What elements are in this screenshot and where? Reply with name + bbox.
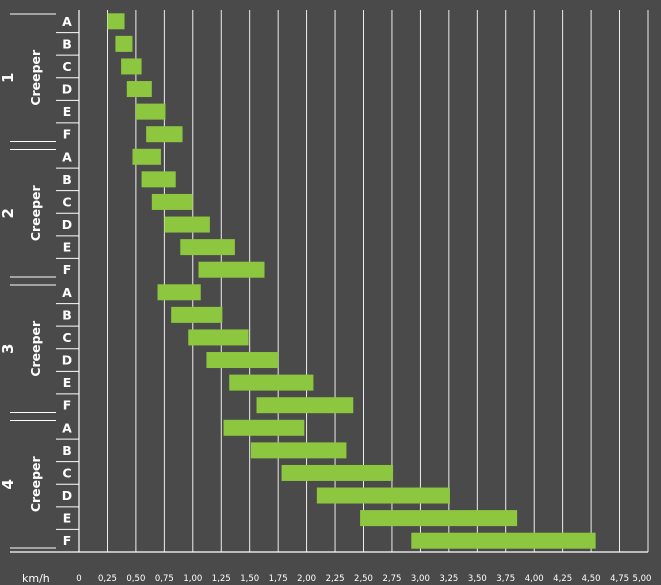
gear-label: D: [62, 217, 72, 232]
gear-label: A: [62, 420, 72, 435]
speed-range-bar: [188, 329, 249, 346]
x-tick-label: 4,50: [582, 574, 601, 584]
gear-label: F: [63, 262, 72, 277]
speed-range-bar: [132, 148, 161, 165]
speed-range-bar: [157, 284, 201, 301]
gear-label: F: [63, 127, 72, 142]
speed-range-bar: [411, 532, 596, 549]
grid: [78, 10, 649, 552]
speed-range-bar: [135, 103, 166, 120]
unit-label: km/h: [22, 572, 50, 585]
speed-range-bar: [141, 171, 176, 188]
gear-label: A: [62, 285, 72, 300]
x-axis: 0 0,25 0,50 0,75 1,00 1,25 1,50 1,75 2,00 2,25 2,5…: [76, 574, 651, 584]
group-name: Creeper: [28, 455, 43, 512]
gear-label: C: [62, 194, 71, 209]
x-tick-label: 1,50: [240, 574, 259, 584]
x-tick-label: 3,75: [496, 574, 515, 584]
gear-label: E: [63, 511, 72, 526]
gear-label: F: [63, 398, 72, 413]
gear-label: B: [62, 172, 72, 187]
speed-range-bar: [121, 58, 142, 75]
group-number: 2: [0, 208, 17, 218]
x-tick-label: 2,75: [382, 574, 401, 584]
x-tick-label: 5,00: [633, 574, 652, 584]
x-tick-label: 0,25: [98, 574, 117, 584]
gear-label: E: [63, 104, 72, 119]
gear-label: F: [63, 533, 72, 548]
speed-range-bar: [180, 239, 235, 256]
gear-label: C: [62, 465, 71, 480]
x-tick-label: 2,25: [326, 574, 345, 584]
x-tick-label: 0: [76, 574, 81, 584]
speed-range-bar: [223, 419, 305, 436]
speed-range-bar: [250, 442, 347, 459]
gear-label: A: [62, 14, 72, 29]
group-number: 4: [0, 479, 17, 489]
speed-range-bar: [151, 193, 193, 210]
x-tick-label: 3,50: [468, 574, 487, 584]
group-name: Creeper: [28, 49, 43, 106]
x-tick-label: 3,25: [439, 574, 458, 584]
x-tick-label: 0,75: [155, 574, 174, 584]
x-tick-label: 3,00: [411, 574, 430, 584]
speed-range-bar: [164, 216, 210, 233]
bars: [107, 13, 596, 549]
gear-label: E: [63, 375, 72, 390]
x-tick-label: 1,75: [269, 574, 288, 584]
gear-label: E: [63, 240, 72, 255]
speed-range-bar: [171, 306, 223, 323]
speed-range-bar: [256, 397, 354, 414]
group-name: Creeper: [28, 184, 43, 241]
speed-range-bar: [146, 126, 183, 143]
group-number: 1: [0, 73, 17, 83]
gear-label: D: [62, 353, 72, 368]
x-tick-label: 4,25: [553, 574, 572, 584]
speed-range-bar: [107, 13, 125, 30]
speed-range-bar: [316, 487, 450, 504]
speed-range-bar: [115, 35, 133, 52]
x-tick-label: 1,25: [212, 574, 231, 584]
speed-range-bar: [206, 352, 279, 369]
gear-label: B: [62, 36, 72, 51]
x-tick-label: 2,00: [297, 574, 316, 584]
x-tick-label: 4,00: [525, 574, 544, 584]
gear-label: C: [62, 330, 71, 345]
gear-label: C: [62, 59, 71, 74]
x-tick-label: 4,75: [610, 574, 629, 584]
speed-range-bar: [198, 261, 265, 278]
gear-label: B: [62, 443, 72, 458]
gear-label: B: [62, 307, 72, 322]
group-name: Creeper: [28, 320, 43, 377]
group-number: 3: [0, 344, 17, 354]
x-tick-label: 2,50: [354, 574, 373, 584]
speed-range-bar: [126, 81, 152, 98]
speed-range-bar: [360, 510, 518, 527]
gear-label: A: [62, 149, 72, 164]
x-tick-label: 0,50: [126, 574, 145, 584]
x-tick-label: 1,00: [183, 574, 202, 584]
gear-label: D: [62, 82, 72, 97]
speed-range-bar: [281, 464, 394, 481]
speed-range-bar: [229, 374, 314, 391]
gear-label: D: [62, 488, 72, 503]
